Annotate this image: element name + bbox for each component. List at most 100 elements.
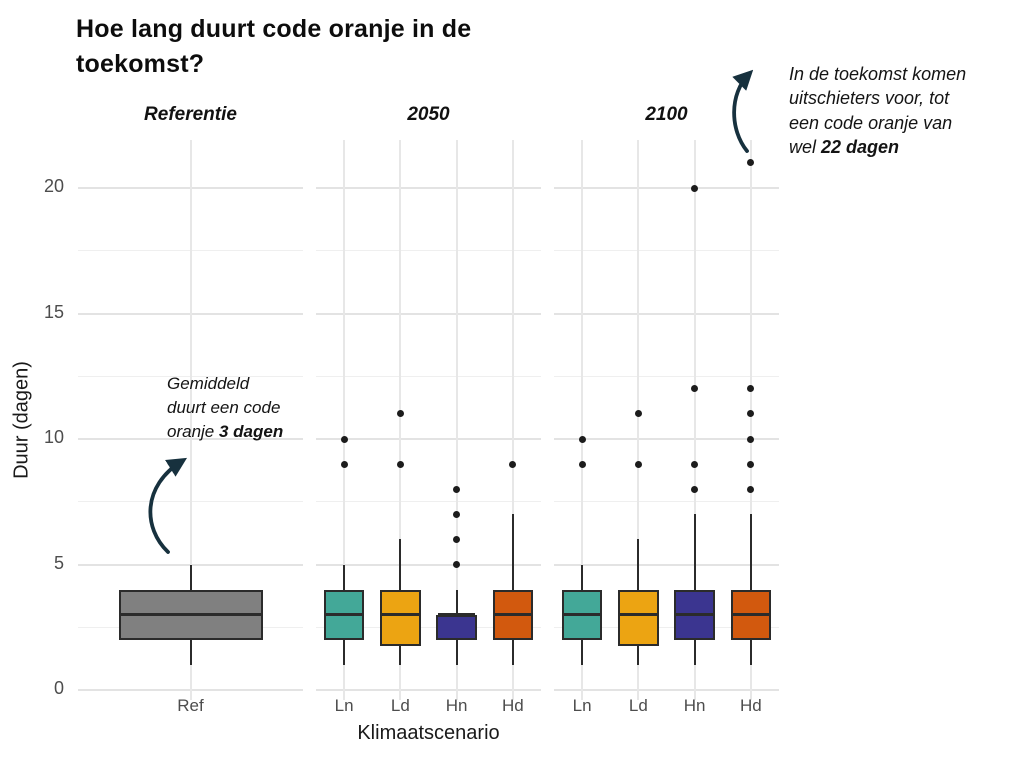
whisker-lower	[749, 639, 752, 665]
outlier-dot	[340, 435, 348, 443]
outlier-dot	[747, 435, 755, 443]
gridline-major	[316, 187, 541, 189]
facet-strip-label: Referentie	[144, 104, 237, 125]
outlier-dot	[691, 184, 699, 192]
x-tick-label: Ld	[390, 696, 410, 715]
y-tick-label: 20	[43, 176, 64, 196]
median-line	[382, 612, 419, 617]
whisker-lower	[511, 639, 514, 665]
median-line	[732, 612, 770, 617]
whisker-upper	[637, 539, 640, 590]
outlier-dot	[453, 561, 461, 568]
whisker-lower	[637, 646, 640, 665]
whisker-lower	[455, 639, 458, 665]
outlier-dot	[747, 385, 755, 393]
outlier-dot	[691, 385, 699, 393]
gridline-vertical	[581, 140, 584, 700]
y-tick-label: 10	[43, 427, 64, 447]
whisker-upper	[399, 539, 402, 590]
outlier-dot	[509, 460, 517, 468]
annotation-line: een code oranje van	[789, 112, 953, 133]
outlier-dot	[747, 485, 755, 493]
whisker-upper	[693, 514, 696, 590]
gridline-minor	[554, 626, 779, 628]
gridline-major	[554, 312, 779, 315]
annotation-bold-value: 22 dagen	[821, 136, 900, 157]
gridline-vertical	[189, 140, 192, 700]
gridline-vertical	[693, 140, 696, 700]
x-axis-title: Klimaatscenario	[357, 722, 500, 744]
x-tick-label: Ln	[572, 696, 592, 715]
outlier-dot	[453, 535, 461, 543]
median-line	[620, 612, 657, 617]
chart-title-line2: toekomst?	[76, 49, 205, 78]
gridline-minor	[316, 501, 541, 503]
facet-strip-label: 2050	[407, 104, 450, 125]
gridline-vertical	[343, 140, 346, 700]
gridline-minor	[554, 501, 779, 503]
whisker-upper	[581, 564, 584, 590]
gridline-major	[316, 438, 541, 440]
median-line	[120, 612, 261, 617]
gridline-major	[554, 438, 779, 440]
boxplot-box-Hn	[436, 614, 477, 640]
chart-title: Hoe lang duurt code oranje in de toekoms…	[76, 12, 471, 81]
y-tick-label: 15	[43, 301, 64, 322]
outlier-dot	[578, 460, 586, 468]
facet-panel	[554, 140, 779, 700]
gridline-major	[316, 312, 541, 315]
gridline-major	[316, 563, 541, 566]
curved-arrow-right-icon	[732, 69, 754, 153]
x-tick-label: Ld	[628, 696, 648, 715]
curved-arrow-left-icon	[148, 457, 188, 554]
outlier-dot	[453, 485, 461, 493]
facet-strip-label: 2100	[645, 104, 688, 125]
boxplot-box-Ld	[380, 589, 421, 647]
outlier-dot	[747, 410, 755, 418]
boxplot-box-Ld	[618, 589, 659, 647]
gridline-minor	[316, 626, 541, 628]
outlier-dot	[747, 460, 755, 468]
gridline-minor	[554, 250, 779, 252]
y-tick-label: 0	[53, 678, 64, 698]
outlier-dot	[691, 485, 699, 493]
gridline-minor	[316, 250, 541, 252]
outlier-dot	[340, 460, 348, 468]
gridline-major	[554, 563, 779, 566]
whisker-lower	[693, 639, 696, 665]
x-tick-label: Ln	[334, 696, 354, 715]
whisker-lower	[399, 646, 402, 665]
outlier-dot	[634, 460, 642, 468]
median-line	[676, 612, 713, 617]
whisker-upper	[189, 564, 192, 590]
whisker-upper	[749, 514, 752, 590]
gridline-vertical	[511, 140, 514, 700]
outlier-dot	[396, 460, 404, 468]
annotation-bold-value: 3 dagen	[218, 421, 284, 441]
outlier-dot	[634, 410, 642, 418]
gridline-minor	[316, 375, 541, 377]
x-tick-label: Ref	[177, 696, 204, 715]
x-tick-label: Hn	[683, 696, 706, 715]
x-tick-label: Hd	[502, 696, 524, 715]
whisker-upper	[343, 564, 346, 590]
gridline-major	[554, 689, 779, 691]
outlier-dot	[578, 435, 586, 443]
facet-panel	[78, 140, 303, 700]
chart-title-line1: Hoe lang duurt code oranje in de	[76, 15, 472, 43]
annotation-mean-duration: Gemiddeld duurt een code oranje 3 dagen	[167, 372, 337, 443]
median-line	[563, 612, 601, 617]
x-tick-label: Hn	[445, 696, 468, 715]
annotation-outliers: In de toekomst komen uitschieters voor, …	[789, 62, 1009, 159]
gridline-vertical	[749, 140, 752, 700]
gridline-vertical	[399, 140, 402, 700]
outlier-dot	[396, 410, 404, 418]
whisker-upper	[511, 514, 514, 590]
facet-panel	[316, 140, 541, 700]
whisker-lower	[581, 639, 584, 665]
outlier-dot	[453, 510, 461, 518]
annotation-line: In de toekomst komen	[789, 64, 967, 84]
gridline-minor	[554, 375, 779, 377]
annotation-line: uitschieters voor, tot	[789, 88, 950, 109]
